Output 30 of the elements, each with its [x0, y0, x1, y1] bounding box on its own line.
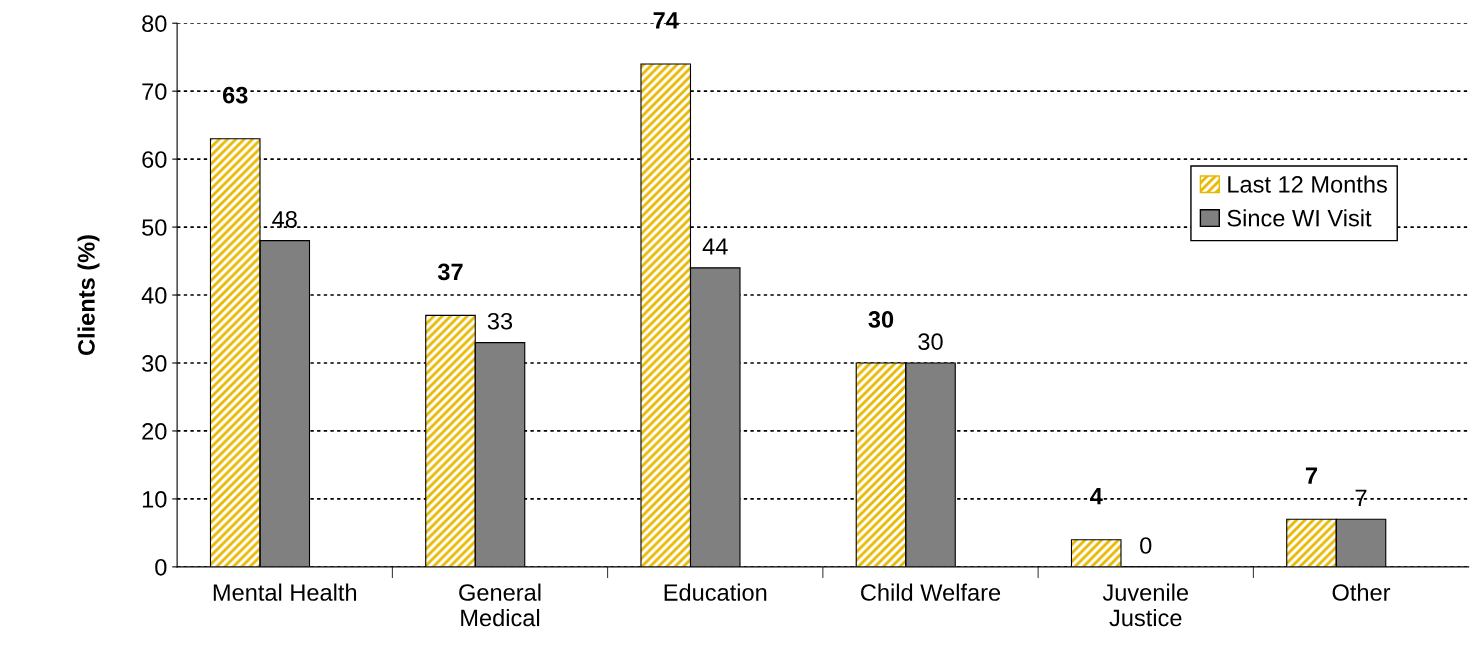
y-tick-label: 30 — [142, 355, 167, 372]
x-tick-label: Other — [1332, 583, 1391, 601]
data-label: 7 — [1305, 467, 1318, 484]
data-label: 48 — [272, 210, 297, 228]
x-tick-label: Juvenile Justice — [1102, 583, 1189, 627]
x-tick-label: Education — [664, 583, 767, 601]
y-tick-label: 60 — [142, 151, 167, 168]
y-tick-label: 0 — [155, 558, 167, 576]
x-tick-label: Child Welfare — [861, 583, 1001, 601]
data-label: 30 — [918, 333, 943, 350]
data-label: 44 — [702, 238, 728, 255]
data-label: 74 — [653, 12, 679, 29]
data-label: 7 — [1355, 489, 1367, 507]
y-tick-label: 40 — [141, 287, 167, 304]
data-label: 63 — [222, 86, 248, 104]
y-tick-label: 80 — [142, 15, 167, 32]
y-tick-label: 70 — [142, 83, 167, 100]
y-axis-title: Clients (%) — [77, 235, 100, 356]
y-tick-label: 10 — [142, 490, 167, 508]
data-label: 30 — [868, 311, 894, 328]
y-tick-label: 50 — [142, 219, 167, 236]
data-label: 0 — [1140, 537, 1152, 554]
legend-label: Since WI Visit — [1227, 209, 1372, 227]
data-label: 37 — [437, 263, 463, 281]
y-tick-label: 20 — [142, 423, 167, 440]
data-label: 4 — [1090, 487, 1103, 505]
legend-label: Last 12 Months — [1228, 175, 1387, 193]
data-label: 33 — [487, 312, 513, 330]
x-tick-label: General Medical — [459, 583, 541, 627]
x-tick-label: Mental Health — [213, 583, 357, 601]
